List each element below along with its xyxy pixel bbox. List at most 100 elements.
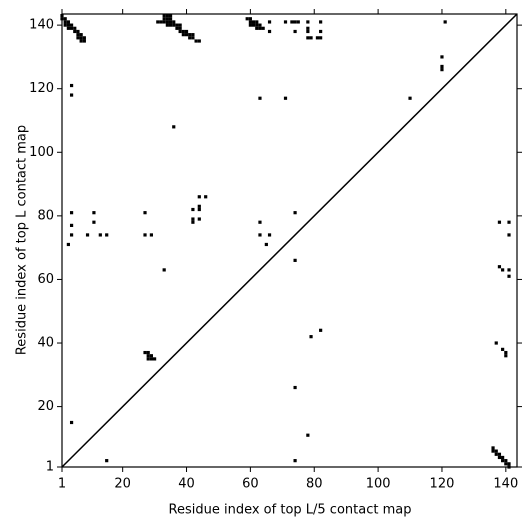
y-tick-label: 20: [37, 399, 54, 414]
contact-point: [264, 242, 268, 247]
contact-point: [309, 36, 313, 40]
contact-point: [497, 455, 502, 460]
contact-point: [267, 20, 272, 24]
contact-point: [258, 23, 262, 27]
contact-point: [191, 217, 195, 221]
contact-point: [507, 268, 511, 272]
contact-point: [283, 96, 288, 100]
contact-point: [197, 217, 201, 221]
contact-point: [258, 26, 262, 30]
contact-point: [172, 23, 176, 27]
contact-point: [63, 17, 67, 21]
y-axis-label: Residue index of top L contact map: [15, 125, 30, 355]
contact-point: [309, 335, 313, 339]
contact-point: [248, 20, 252, 24]
contact-point: [507, 462, 511, 466]
contact-point: [248, 23, 252, 27]
y-tick-label: 100: [29, 145, 54, 160]
contact-point: [165, 17, 169, 21]
contact-point: [507, 233, 511, 237]
contact-point: [204, 195, 208, 199]
contact-point: [63, 23, 67, 27]
contact-point: [66, 23, 70, 27]
contact-point: [92, 220, 96, 224]
contact-point: [197, 195, 201, 199]
contact-point: [258, 233, 262, 237]
contact-point: [197, 204, 201, 208]
contact-point: [69, 420, 74, 425]
contact-point: [172, 20, 176, 24]
contact-point: [290, 20, 294, 24]
contact-point: [248, 17, 252, 21]
contact-point: [293, 20, 297, 24]
y-tick-label: 60: [37, 272, 54, 287]
contact-point: [69, 83, 74, 88]
x-tick-label: 60: [242, 477, 259, 492]
contact-point: [258, 220, 262, 224]
x-tick-label: 40: [178, 477, 195, 492]
contact-point: [168, 20, 173, 24]
contact-point: [497, 265, 502, 269]
contact-point: [267, 29, 272, 34]
contact-point: [440, 68, 444, 72]
contact-point: [501, 268, 505, 272]
x-tick-label: 1: [58, 477, 66, 492]
contact-point: [188, 33, 192, 37]
contact-point: [69, 233, 74, 237]
contact-point: [178, 26, 182, 30]
contact-point: [504, 459, 508, 463]
contact-point: [319, 36, 323, 40]
contact-point: [494, 449, 498, 453]
contact-point: [440, 64, 444, 69]
contact-point: [79, 39, 83, 43]
contact-point: [146, 357, 150, 361]
contact-point: [197, 207, 201, 212]
contact-point: [319, 20, 323, 24]
contact-point: [504, 350, 508, 355]
contact-point: [494, 452, 498, 456]
contact-point: [69, 211, 74, 215]
contact-point: [261, 26, 265, 30]
contact-point: [181, 33, 185, 37]
contact-point: [507, 274, 511, 278]
contact-point: [319, 29, 323, 34]
contact-point: [408, 96, 412, 100]
contact-point: [293, 211, 297, 215]
y-tick-label: 40: [37, 336, 54, 351]
contact-point: [149, 357, 153, 361]
contact-point: [293, 385, 297, 390]
contact-point: [162, 20, 166, 24]
contact-point: [168, 23, 173, 27]
contact-point: [293, 258, 297, 262]
contact-point: [491, 446, 495, 450]
contact-point: [79, 36, 83, 40]
contact-point: [194, 39, 198, 43]
contact-point: [296, 20, 300, 24]
contact-point: [491, 449, 495, 453]
contact-point: [181, 29, 185, 34]
contact-point: [60, 17, 64, 21]
contact-point: [440, 55, 444, 59]
contact-point: [306, 36, 310, 40]
contact-point: [76, 36, 80, 40]
contact-point: [143, 350, 147, 355]
contact-point: [76, 29, 80, 34]
contact-point: [82, 39, 86, 43]
y-tick-label: 1: [46, 460, 54, 475]
contact-point: [504, 354, 508, 358]
contact-point: [143, 233, 147, 237]
contact-point: [197, 39, 201, 43]
x-tick-label: 100: [366, 477, 391, 492]
contact-point: [507, 465, 511, 469]
contact-point: [162, 13, 166, 18]
contact-point: [267, 233, 272, 237]
contact-point: [188, 36, 192, 40]
contact-point: [60, 13, 64, 18]
contact-point: [293, 29, 297, 34]
contact-point: [165, 13, 169, 18]
contact-point: [501, 347, 505, 351]
contact-point: [156, 20, 160, 24]
contact-point: [165, 23, 169, 27]
contact-point: [504, 462, 508, 466]
